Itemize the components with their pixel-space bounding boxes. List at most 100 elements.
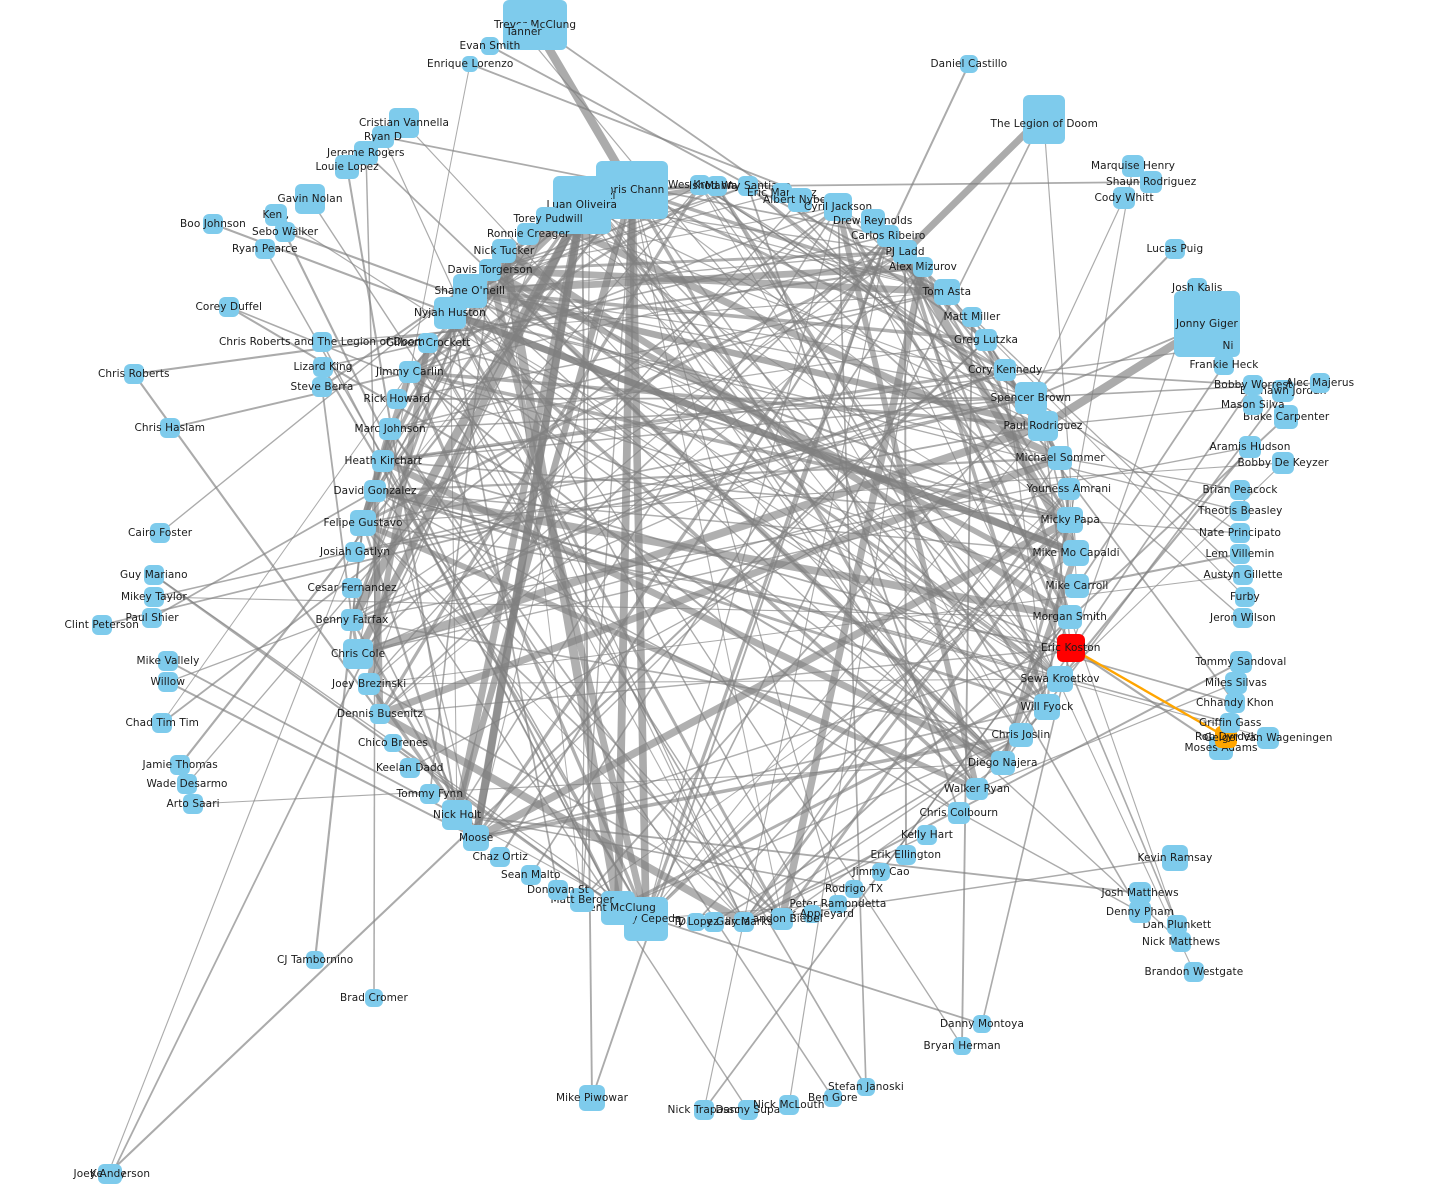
graph-node[interactable] [896, 845, 916, 865]
graph-node[interactable] [255, 239, 275, 259]
graph-node[interactable] [372, 126, 394, 148]
graph-node[interactable] [1167, 915, 1187, 935]
graph-node[interactable] [434, 297, 466, 329]
graph-node[interactable] [124, 364, 144, 384]
graph-node[interactable] [358, 673, 380, 695]
graph-node[interactable] [379, 418, 401, 440]
graph-node[interactable] [1065, 574, 1089, 598]
graph-node[interactable] [536, 207, 560, 231]
graph-node[interactable] [991, 751, 1015, 775]
graph-node[interactable] [1230, 651, 1252, 673]
graph-node[interactable] [343, 639, 373, 669]
graph-node[interactable] [364, 480, 386, 502]
graph-node[interactable] [694, 1100, 714, 1120]
graph-node[interactable] [788, 188, 812, 212]
graph-node[interactable] [973, 1015, 991, 1033]
graph-node[interactable] [1230, 523, 1250, 543]
graph-node[interactable] [934, 279, 960, 305]
graph-node[interactable] [1272, 452, 1294, 474]
graph-node[interactable] [1243, 395, 1263, 415]
graph-node[interactable] [365, 989, 383, 1007]
graph-node[interactable] [824, 193, 852, 221]
graph-node[interactable] [265, 204, 287, 226]
graph-node[interactable] [1171, 932, 1191, 952]
graph-node[interactable] [150, 523, 170, 543]
graph-node[interactable] [771, 908, 793, 930]
graph-node[interactable] [158, 651, 178, 671]
graph-node[interactable] [490, 847, 510, 867]
graph-node[interactable] [144, 565, 164, 585]
graph-node[interactable] [170, 755, 190, 775]
graph-node[interactable] [579, 1085, 605, 1111]
graph-node[interactable] [738, 1100, 758, 1120]
graph-node[interactable] [1162, 845, 1188, 871]
graph-node[interactable] [1310, 373, 1330, 393]
graph-node[interactable] [1214, 355, 1234, 375]
graph-node[interactable] [158, 672, 178, 692]
graph-node[interactable] [829, 895, 847, 913]
graph-node[interactable] [1057, 634, 1085, 662]
graph-node[interactable] [384, 734, 402, 752]
graph-node[interactable] [857, 1078, 875, 1096]
graph-node[interactable] [1239, 436, 1261, 458]
graph-node[interactable] [219, 297, 239, 317]
graph-node[interactable] [824, 1089, 842, 1107]
graph-node[interactable] [913, 257, 933, 277]
graph-node[interactable] [203, 214, 223, 234]
graph-node[interactable] [144, 587, 164, 607]
graph-node[interactable] [313, 357, 333, 377]
graph-node[interactable] [335, 155, 359, 179]
graph-node[interactable] [734, 912, 754, 932]
graph-node[interactable] [462, 56, 478, 72]
graph-node[interactable] [1235, 587, 1255, 607]
graph-node[interactable] [342, 578, 362, 598]
graph-node[interactable] [917, 825, 937, 845]
graph-node[interactable] [152, 713, 172, 733]
graph-node[interactable] [1225, 693, 1245, 713]
graph-node[interactable] [872, 863, 890, 881]
graph-node[interactable] [601, 891, 635, 925]
graph-node[interactable] [160, 418, 180, 438]
graph-node[interactable] [548, 880, 568, 900]
graph-node[interactable] [1219, 337, 1237, 355]
graph-node[interactable] [1184, 962, 1204, 982]
graph-node[interactable] [1225, 672, 1247, 694]
graph-node[interactable] [690, 175, 710, 195]
graph-node[interactable] [1015, 382, 1047, 414]
graph-node[interactable] [312, 377, 332, 397]
graph-node[interactable] [177, 774, 197, 794]
graph-node[interactable] [1230, 544, 1250, 564]
graph-node[interactable] [1129, 901, 1151, 923]
graph-node[interactable] [1058, 478, 1080, 500]
graph-node[interactable] [183, 794, 203, 814]
graph-node[interactable] [387, 389, 407, 409]
graph-node[interactable] [966, 778, 988, 800]
graph-node[interactable] [570, 888, 594, 912]
graph-node[interactable] [1220, 713, 1240, 733]
graph-node[interactable] [1257, 727, 1279, 749]
graph-node[interactable] [1063, 540, 1089, 566]
graph-node[interactable] [1233, 565, 1253, 585]
graph-node[interactable] [312, 332, 332, 352]
graph-node[interactable] [1034, 694, 1060, 720]
graph-node[interactable] [975, 329, 997, 351]
graph-node[interactable] [1272, 380, 1294, 402]
graph-node[interactable] [370, 704, 390, 724]
graph-node[interactable] [521, 865, 541, 885]
graph-node[interactable] [1233, 608, 1253, 628]
graph-node[interactable] [306, 951, 324, 969]
graph-node[interactable] [1057, 507, 1083, 533]
graph-node[interactable] [1230, 501, 1250, 521]
graph-node[interactable] [1165, 239, 1185, 259]
graph-node[interactable] [707, 176, 727, 196]
graph-node[interactable] [1122, 155, 1144, 177]
graph-node[interactable] [372, 450, 394, 472]
graph-node[interactable] [803, 905, 821, 923]
graph-node[interactable] [102, 1164, 122, 1184]
graph-node[interactable] [779, 1095, 799, 1115]
graph-node[interactable] [418, 333, 438, 353]
graph-node[interactable] [960, 55, 978, 73]
graph-node[interactable] [1009, 723, 1033, 747]
graph-node[interactable] [503, 0, 567, 50]
graph-node[interactable] [350, 510, 376, 536]
